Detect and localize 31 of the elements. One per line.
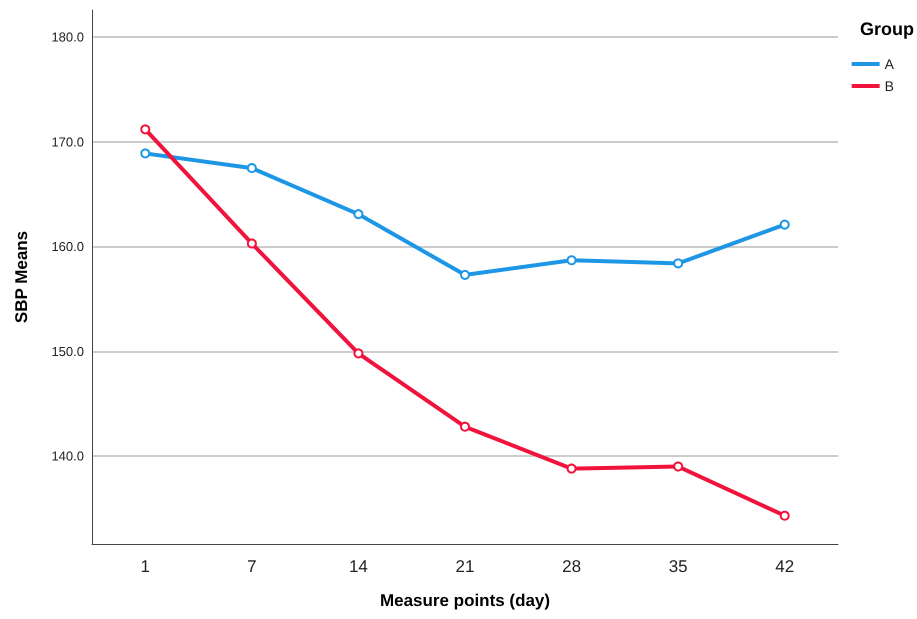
- y-tick-label: 160.0: [51, 239, 84, 254]
- x-tick-label: 1: [140, 557, 150, 576]
- point: [246, 238, 257, 248]
- point: [353, 209, 364, 220]
- point: [566, 255, 577, 266]
- x-tick-label: 42: [775, 557, 794, 576]
- y-axis-title: SBP Means: [12, 230, 31, 324]
- point: [353, 348, 364, 358]
- point: [673, 258, 684, 268]
- point: [140, 148, 150, 158]
- y-tick-label: 180.0: [51, 30, 84, 45]
- y-tick-label: 150.0: [51, 344, 84, 359]
- point: [140, 124, 150, 134]
- point: [246, 163, 257, 174]
- point: [673, 462, 684, 472]
- point: [780, 510, 790, 521]
- y-tick-label: 140.0: [51, 448, 84, 464]
- x-tick-label: 35: [668, 557, 688, 576]
- point: [460, 422, 470, 432]
- y-tick-label: 170.0: [51, 134, 84, 150]
- legend-label: B: [884, 78, 894, 94]
- x-tick-label: 21: [456, 557, 474, 576]
- x-axis-title: Measure points (day): [380, 591, 550, 610]
- x-tick-label: 14: [348, 557, 368, 576]
- legend-title: Group: [860, 19, 914, 39]
- point: [460, 270, 470, 280]
- x-tick-label: 7: [247, 557, 257, 576]
- point: [566, 464, 577, 474]
- legend-label: A: [884, 56, 895, 72]
- x-tick-label: 28: [562, 557, 582, 576]
- point: [780, 220, 790, 230]
